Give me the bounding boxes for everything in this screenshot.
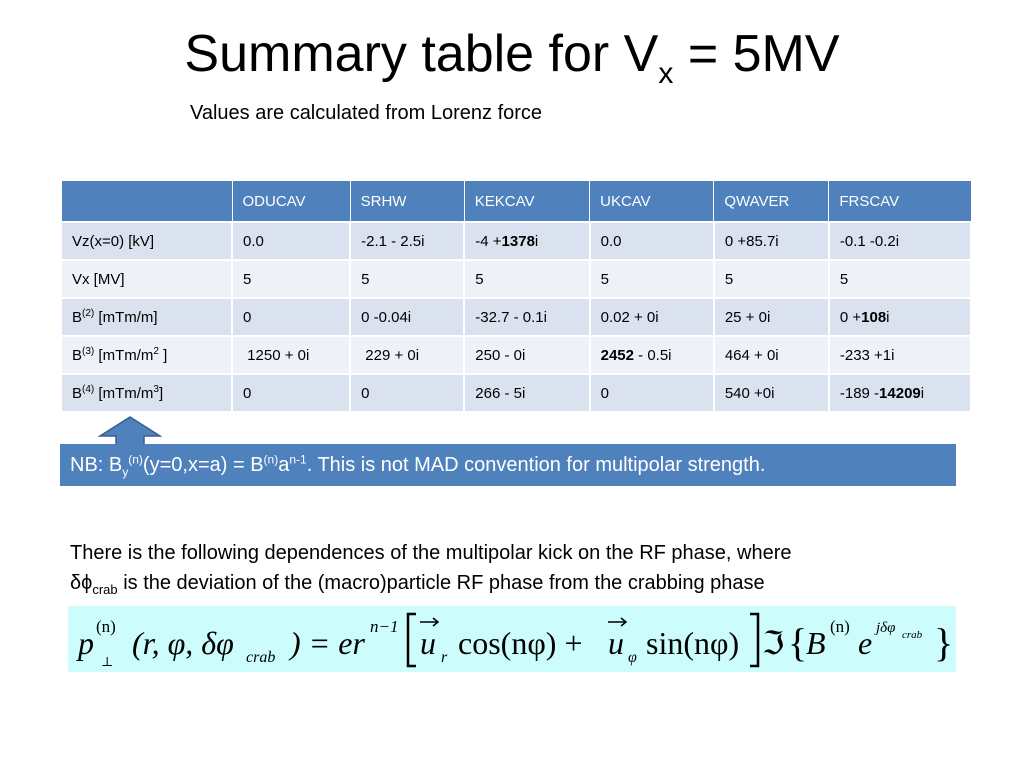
vector-arrow-icon xyxy=(608,617,628,627)
formula-e-sup-sub: crab xyxy=(902,629,923,641)
formula-args-sub: crab xyxy=(246,649,275,666)
table-row: B(3) [mTm/m2 ] 1250 + 0i 229 + 0i 250 - 0… xyxy=(60,335,973,375)
table-cell: 0 xyxy=(349,373,466,413)
header-cell: KEKCAV xyxy=(463,180,591,223)
formula-p-sub: ⊥ xyxy=(101,654,113,669)
formula-im: ℑ xyxy=(762,625,784,661)
table-header-row: ODUCAV SRHW KEKCAV UKCAV QWAVER FRSCAV xyxy=(60,180,972,223)
table-cell: 0 +108i xyxy=(827,297,973,337)
table-row: B(2) [mTm/m] 0 0 -0.04i -32.7 - 0.1i 0.02 + … xyxy=(60,297,973,337)
row-label-cell: B(4) [mTm/m3] xyxy=(60,373,233,413)
table-cell: 5 xyxy=(230,259,352,299)
row-label-cell: Vx [MV] xyxy=(60,259,233,299)
table-cell: -32.7 - 0.1i xyxy=(463,297,591,337)
formula-B-sup: (n) xyxy=(830,617,850,636)
header-cell: QWAVER xyxy=(713,180,830,223)
header-cell xyxy=(60,180,233,223)
table-cell: 0 xyxy=(230,297,352,337)
table-cell: 0.0 xyxy=(588,221,715,261)
formula-ur-sub: r xyxy=(441,649,448,666)
vector-arrow-icon xyxy=(420,617,440,627)
table-cell: 0.0 xyxy=(230,221,352,261)
summary-table: ODUCAV SRHW KEKCAV UKCAV QWAVER FRSCAV V… xyxy=(60,180,973,413)
formula-sin: sin(nφ) xyxy=(646,625,739,661)
formula-eq: ) = er xyxy=(288,625,365,661)
table-cell: 540 +0i xyxy=(712,373,830,413)
formula-B: B xyxy=(806,625,826,661)
table-cell: 1250 + 0i xyxy=(230,335,352,375)
formula-eq-sup: n−1 xyxy=(370,617,398,636)
header-cell: SRHW xyxy=(349,180,465,223)
slide-title: Summary table for Vx = 5MV xyxy=(184,25,840,90)
note-banner: NB: By(n)(y=0,x=a) = B(n)an-1. This is n… xyxy=(60,444,956,486)
table-cell: 5 xyxy=(588,259,715,299)
formula-uphi: u xyxy=(608,625,624,661)
table-cell: 0 +85.7i xyxy=(712,221,830,261)
table-cell: 5 xyxy=(712,259,830,299)
table-cell: -0.1 -0.2i xyxy=(827,221,973,261)
header-cell: ODUCAV xyxy=(231,180,351,223)
table-cell: -2.1 - 2.5i xyxy=(349,221,466,261)
formula-ur: u xyxy=(420,625,436,661)
table-cell: 0 -0.04i xyxy=(349,297,466,337)
row-label-cell: B(2) [mTm/m] xyxy=(60,297,233,337)
table-row: Vx [MV] 5 5 5 5 5 5 xyxy=(60,259,973,299)
formula-args: (r, φ, δφ xyxy=(132,625,234,661)
table-cell: 266 - 5i xyxy=(463,373,591,413)
table-cell: -4 +1378i xyxy=(463,221,591,261)
table-row: Vz(x=0) [kV] 0.0 -2.1 - 2.5i -4 +1378i 0.0 0 … xyxy=(60,221,973,261)
explanation-paragraph: There is the following dependences of th… xyxy=(70,542,792,597)
table-cell: 464 + 0i xyxy=(712,335,830,375)
table-cell: -189 -14209i xyxy=(827,373,973,413)
header-cell: FRSCAV xyxy=(828,180,972,223)
row-label-cell: B(3) [mTm/m2 ] xyxy=(60,335,233,375)
formula-p-sup: (n) xyxy=(96,617,116,636)
slide-subtitle: Values are calculated from Lorenz force xyxy=(190,102,543,124)
right-bracket-icon xyxy=(750,612,760,668)
table-cell: 0 xyxy=(230,373,352,413)
formula-svg: p (n) ⊥ (r, φ, δφ crab ) = er n−1 u r co… xyxy=(76,612,953,669)
formula-p: p xyxy=(76,625,94,661)
left-bracket-icon xyxy=(406,612,416,668)
table-row: B(4) [mTm/m3] 0 0 266 - 5i 0 540 +0i -189 -142… xyxy=(60,373,973,413)
formula-uphi-sub: φ xyxy=(628,649,637,666)
formula-e-sup: jδφ xyxy=(874,620,895,636)
row-label-cell: Vz(x=0) [kV] xyxy=(60,221,233,261)
table-cell: 25 + 0i xyxy=(712,297,830,337)
table-cell: 5 xyxy=(463,259,591,299)
header-cell: UKCAV xyxy=(589,180,715,223)
formula-e: e xyxy=(858,625,872,661)
formula-cos: cos(nφ) + xyxy=(458,625,582,661)
right-brace-icon: } xyxy=(934,620,953,665)
table-cell: 229 + 0i xyxy=(349,335,466,375)
table-cell: 0 xyxy=(588,373,715,413)
table-cell: 250 - 0i xyxy=(463,335,591,375)
table-cell: 2452 - 0.5i xyxy=(588,335,715,375)
kick-formula: p (n) ⊥ (r, φ, δφ crab ) = er n−1 u r co… xyxy=(68,606,956,672)
table-cell: 5 xyxy=(349,259,466,299)
table-cell: 5 xyxy=(827,259,973,299)
left-brace-icon: { xyxy=(788,620,807,665)
table-cell: -233 +1i xyxy=(827,335,973,375)
table-cell: 0.02 + 0i xyxy=(588,297,715,337)
